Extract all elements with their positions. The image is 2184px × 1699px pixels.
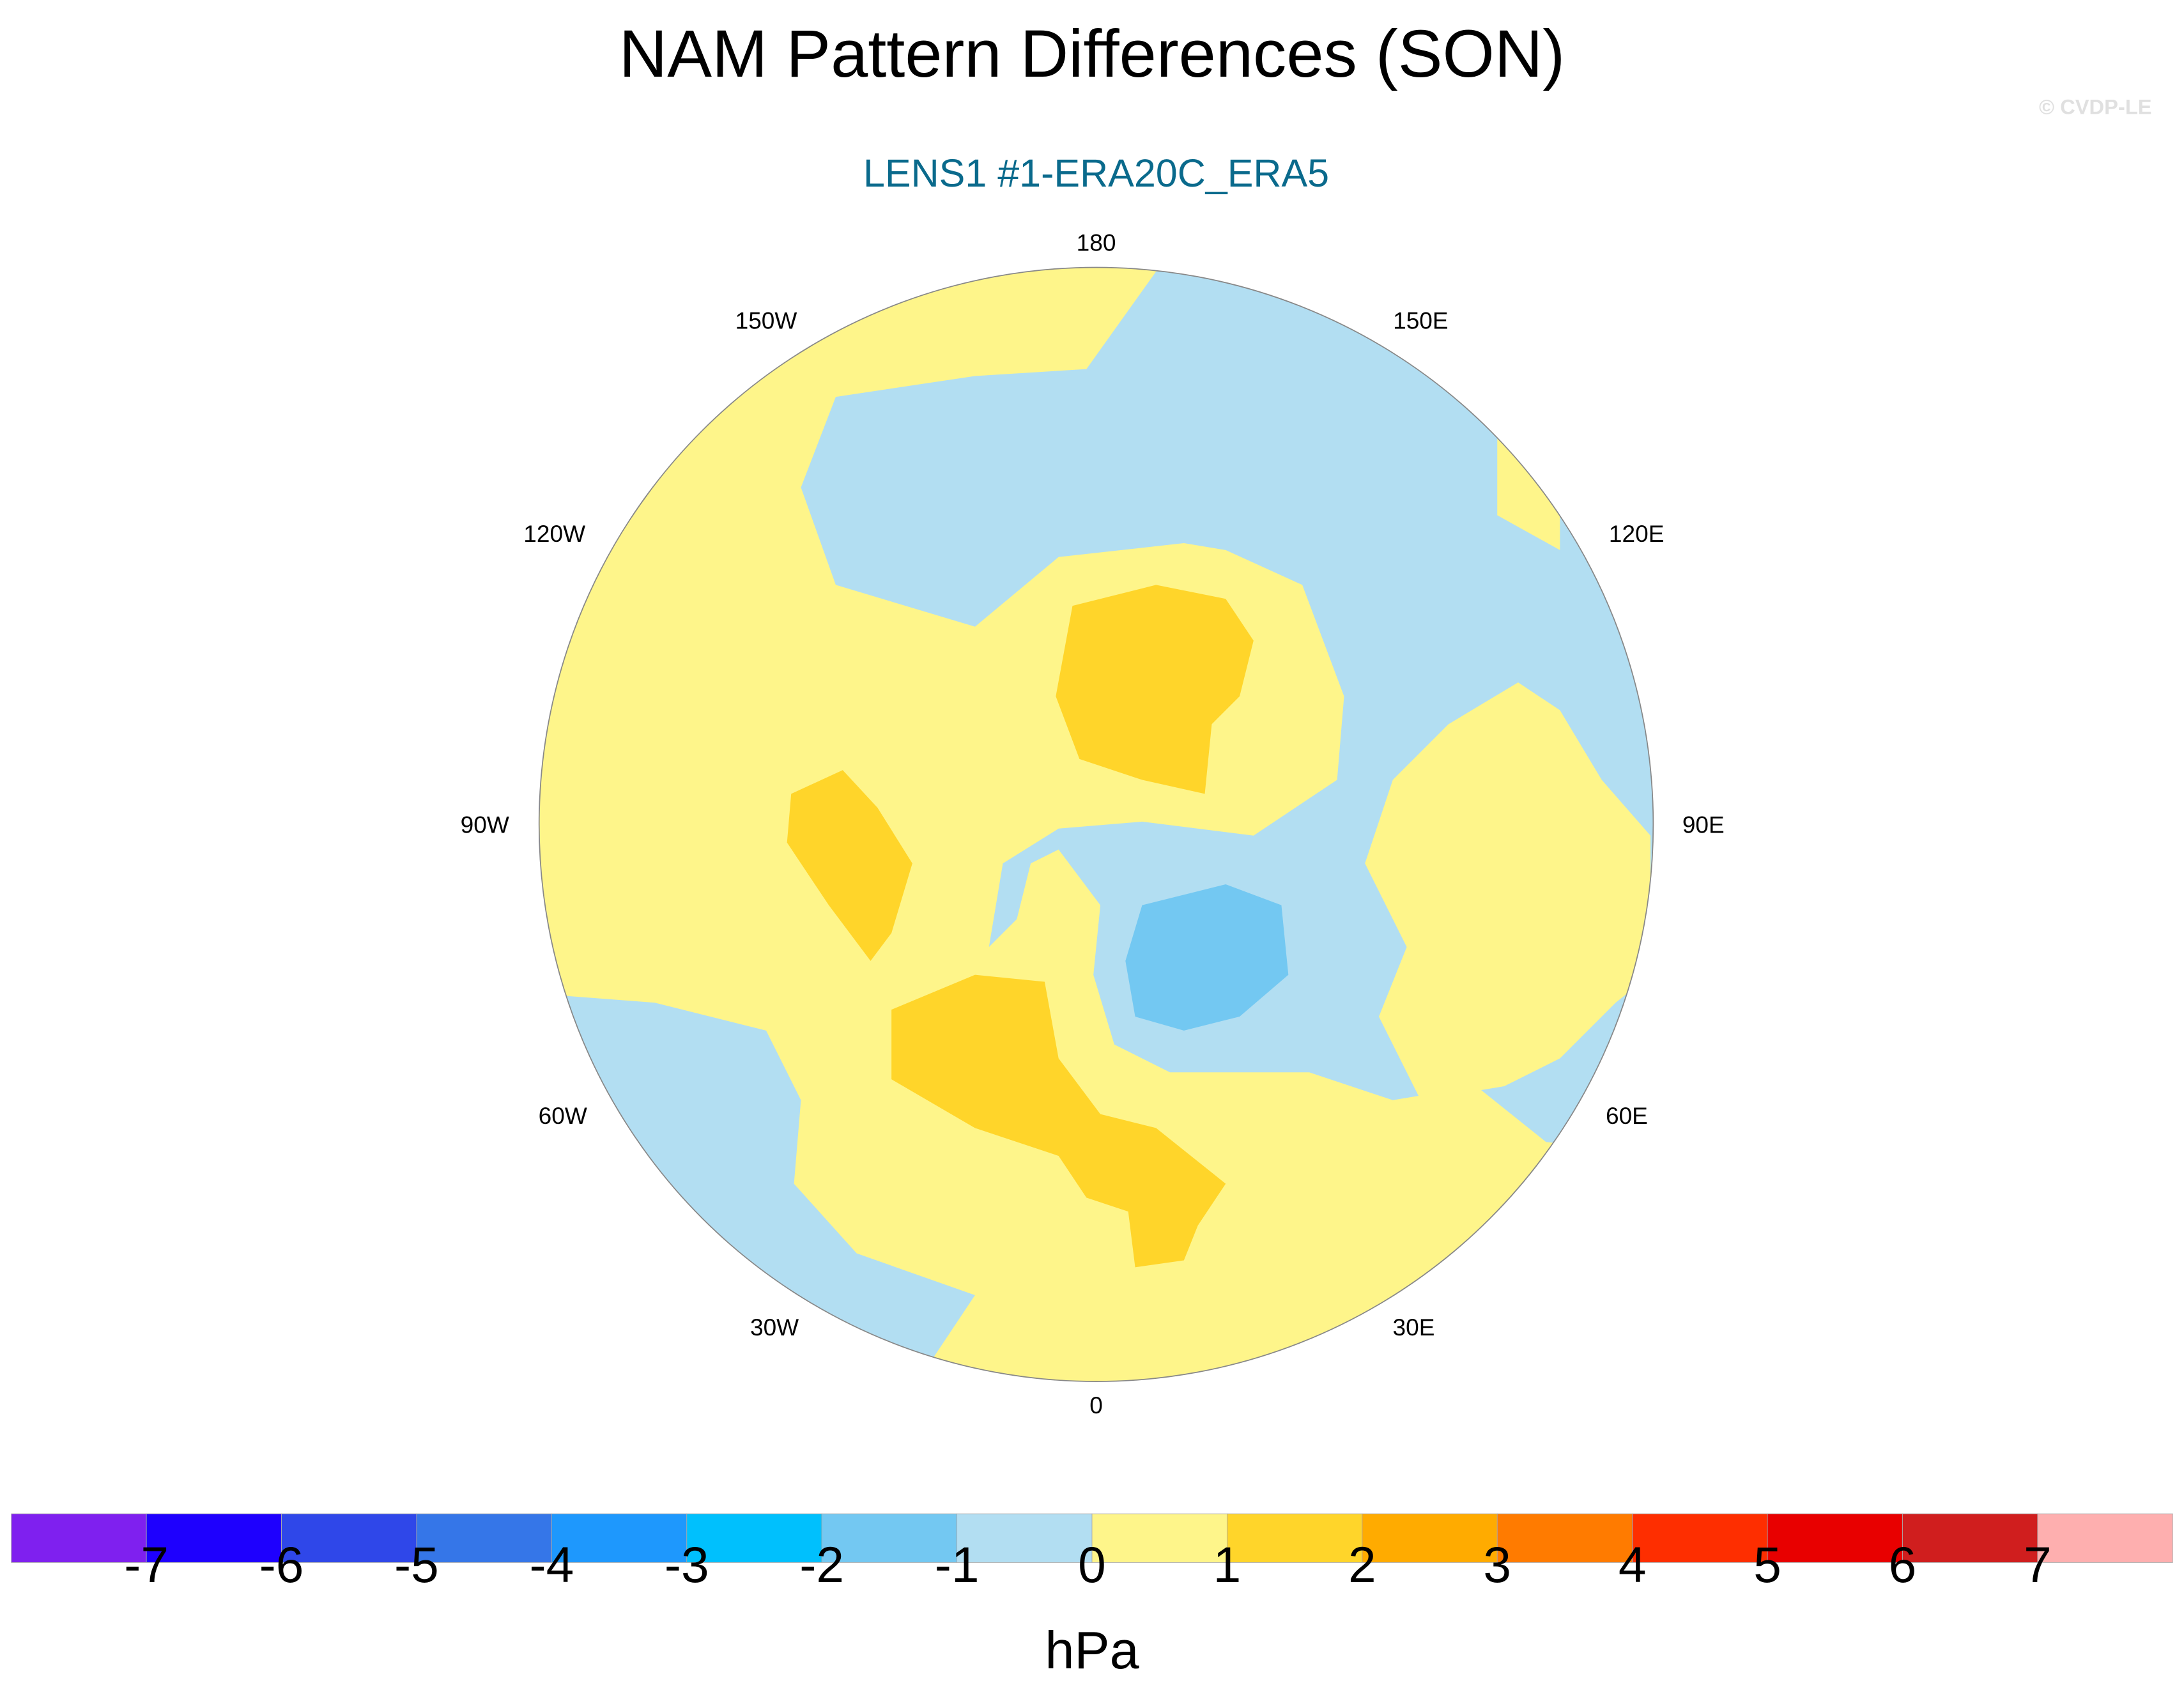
colorbar-swatch	[1496, 1513, 1633, 1563]
colorbar-tick-label: -1	[935, 1537, 980, 1593]
colorbar-swatch	[1091, 1513, 1227, 1563]
colorbar-tick-label: 6	[1889, 1537, 1917, 1593]
map-border	[538, 266, 1654, 1382]
colorbar-swatch	[281, 1513, 417, 1563]
map	[539, 267, 1654, 1382]
colorbar-swatch	[1226, 1513, 1363, 1563]
colorbar-swatch	[416, 1513, 552, 1563]
colorbar-tick-label: -2	[799, 1537, 844, 1593]
longitude-labels: 180 150E 120E 90E 60E 30E 0 30W 60W 90W …	[461, 229, 1725, 1418]
region-0to1-siberia	[1365, 682, 1650, 1100]
region-1to2-alaska	[1056, 585, 1254, 794]
colorbar-tick-label: -3	[665, 1537, 709, 1593]
colorbar-tick-label: -4	[529, 1537, 574, 1593]
lon-label: 150W	[735, 307, 797, 334]
colorbar-tick-label: -7	[124, 1537, 169, 1593]
colorbar-tick-label: 5	[1753, 1537, 1781, 1593]
colorbar-swatch	[1902, 1513, 2038, 1563]
region-1to2-atlantic	[891, 974, 1226, 1268]
colorbar-tick-label: 1	[1213, 1537, 1242, 1593]
colorbar-tick-label: 7	[2024, 1537, 2052, 1593]
colorbar-swatch	[146, 1513, 282, 1563]
colorbar-ticks: -7 -6 -5 -4 -3 -2 -1 0 1 2 3 4 5 6 7	[124, 1537, 2051, 1593]
colorbar-swatch	[1767, 1513, 1903, 1563]
colorbar-tick-label: 0	[1078, 1537, 1106, 1593]
lon-label: 90E	[1682, 811, 1725, 838]
lon-label: 150E	[1393, 307, 1449, 334]
lon-label: 60W	[539, 1102, 587, 1129]
colorbar-swatch	[686, 1513, 822, 1563]
colorbar-tick-label: 4	[1619, 1537, 1647, 1593]
lon-label: 0	[1089, 1392, 1103, 1418]
colorbar	[11, 1513, 2173, 1563]
region-0to1-edge	[1497, 438, 1560, 550]
lon-label: 90W	[461, 811, 509, 838]
colorbar-swatch	[551, 1513, 688, 1563]
colorbar-tick-label: -6	[259, 1537, 304, 1593]
colorbar-swatch	[957, 1513, 1093, 1563]
lon-label: 30W	[750, 1314, 799, 1341]
colorbar-swatch	[821, 1513, 958, 1563]
region-1to2-hudson	[787, 770, 912, 961]
colorbar-swatch	[11, 1513, 147, 1563]
lon-label: 120W	[523, 520, 585, 547]
lon-label: 60E	[1606, 1102, 1648, 1129]
colorbar-swatch	[1362, 1513, 1498, 1563]
lon-label: 180	[1077, 229, 1116, 256]
lon-label: 30E	[1393, 1314, 1435, 1341]
watermark: © CVDP-LE	[2039, 95, 2152, 119]
colorbar-swatch	[2037, 1513, 2173, 1563]
colorbar-tick-label: 2	[1348, 1537, 1376, 1593]
colorbar-tick-label: 3	[1483, 1537, 1511, 1593]
colorbar-swatch	[1632, 1513, 1768, 1563]
lon-label: 120E	[1609, 520, 1665, 547]
chart-title: NAM Pattern Differences (SON)	[619, 17, 1565, 91]
chart-subtitle: LENS1 #1-ERA20C_ERA5	[863, 151, 1329, 195]
colorbar-label: hPa	[1045, 1620, 1139, 1680]
region-neg2to-1-scandinavia	[1125, 884, 1289, 1031]
colorbar-tick-label: -5	[394, 1537, 439, 1593]
